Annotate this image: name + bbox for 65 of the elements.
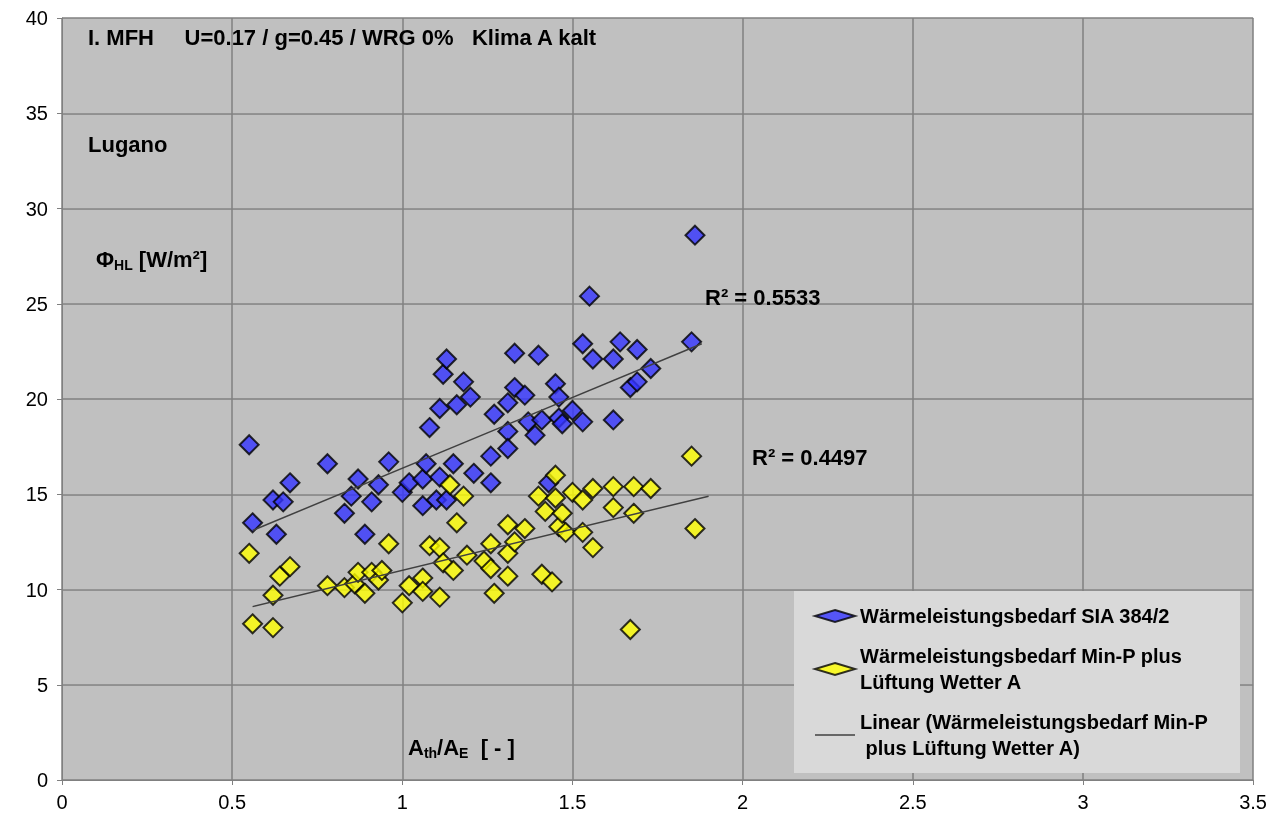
- point: [439, 474, 461, 496]
- point: [429, 537, 451, 559]
- point: [238, 542, 260, 564]
- point: [262, 584, 284, 606]
- point: [640, 478, 662, 500]
- annotation: R² = 0.4497: [752, 444, 868, 470]
- point: [446, 512, 468, 534]
- annotation: I. MFH U=0.17 / g=0.45 / WRG 0% Klima A kalt: [88, 24, 597, 50]
- point: [262, 617, 284, 639]
- point: [442, 559, 464, 581]
- legend-label: Linear (Wärmeleistungsbedarf Min-P plus Lüftung Wetter A): [860, 711, 1208, 759]
- y-tick-label: 35: [25, 102, 48, 125]
- annotation: Lugano: [88, 131, 168, 157]
- point: [391, 592, 413, 614]
- y-tick-label: 20: [25, 388, 48, 410]
- point: [279, 556, 301, 578]
- point: [681, 445, 703, 467]
- point: [480, 558, 502, 580]
- point: [398, 575, 420, 597]
- point: [544, 464, 566, 486]
- y-tick-label: 30: [25, 197, 48, 220]
- point: [527, 485, 549, 507]
- point: [453, 485, 475, 507]
- point: [269, 565, 291, 587]
- point: [623, 476, 645, 498]
- x-tick-label: 3.5: [1239, 791, 1267, 813]
- point: [497, 565, 519, 587]
- x-tick-label: 1.5: [558, 791, 587, 813]
- point: [544, 487, 566, 509]
- point: [619, 619, 641, 641]
- point: [582, 478, 604, 500]
- y-tick-label: 15: [25, 483, 48, 506]
- point: [429, 586, 451, 608]
- y-tick-label: 25: [25, 292, 48, 315]
- x-tick-label: 3: [1077, 791, 1089, 813]
- point: [354, 582, 376, 604]
- y-tick-label: 10: [25, 578, 48, 601]
- point: [480, 533, 502, 555]
- x-tick-label: 2: [737, 791, 749, 813]
- point: [242, 613, 264, 635]
- legend-label: Wärmeleistungsbedarf SIA 384/2: [860, 605, 1170, 627]
- point: [572, 489, 594, 511]
- point: [534, 500, 556, 522]
- point: [602, 497, 624, 519]
- point: [378, 533, 400, 555]
- x-tick-label: 2.5: [898, 791, 927, 813]
- point: [514, 518, 536, 540]
- x-tick-label: 1: [396, 791, 408, 813]
- x-tick-label: 0.5: [218, 791, 247, 813]
- y-tick-label: 5: [36, 673, 48, 696]
- point: [551, 502, 573, 524]
- point: [483, 582, 505, 604]
- point: [572, 521, 594, 543]
- point: [582, 537, 604, 559]
- point: [412, 580, 434, 602]
- y-tick-label: 40: [25, 7, 48, 29]
- x-tick-label: 0: [56, 791, 68, 813]
- point: [602, 476, 624, 498]
- point: [497, 514, 519, 536]
- legend-label: Wärmeleistungsbedarf Min-P plus Lüftung Wetter A: [860, 645, 1188, 693]
- y-tick-label: 0: [36, 769, 48, 791]
- point: [541, 571, 563, 593]
- point: [684, 518, 706, 540]
- point: [371, 559, 393, 581]
- annotation: R² = 0.5533: [705, 284, 821, 310]
